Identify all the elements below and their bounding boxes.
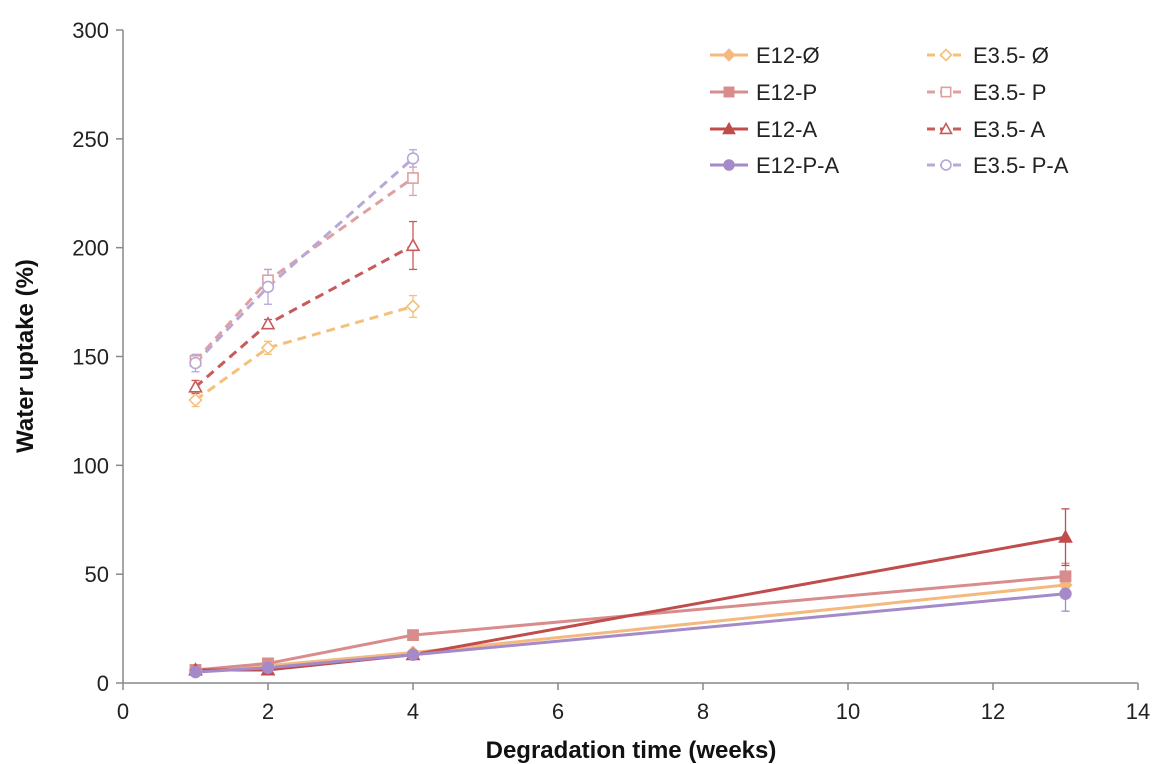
legend-marker — [722, 121, 736, 135]
legend-label: E12-P-A — [756, 153, 839, 178]
x-axis-title: Degradation time (weeks) — [486, 737, 777, 764]
series-6-point — [405, 237, 421, 252]
series-3-point — [406, 648, 420, 661]
series-3-point — [1059, 587, 1072, 600]
series-4-line — [194, 304, 414, 402]
legend-label: E12-P — [756, 80, 817, 105]
series-lines — [194, 157, 1066, 674]
x-tick-label: 0 — [117, 699, 129, 724]
legend: E12-Ø E12-P E12-A E12-P-A E3.5- Ø E3.5- P E3.5… — [710, 43, 1069, 178]
series-7-point — [406, 152, 420, 165]
series-7-point — [189, 356, 202, 370]
series-7-point — [261, 280, 275, 294]
x-tick-label: 2 — [262, 699, 274, 724]
x-tick-label: 6 — [552, 699, 564, 724]
legend-marker — [723, 86, 735, 98]
y-tick-label: 250 — [72, 127, 109, 152]
series-4-point — [188, 392, 203, 408]
legend-marker — [939, 48, 953, 62]
series-2-line — [195, 535, 1066, 672]
axes: 0 50 100 150 200 250 300 0 2 4 6 8 10 12 14 — [72, 18, 1150, 724]
series-1-point — [407, 629, 419, 642]
legend-label: E12-Ø — [756, 43, 820, 68]
series-markers — [188, 152, 1073, 679]
series-5-point — [407, 172, 419, 184]
x-tick-label: 4 — [407, 699, 419, 724]
series-3-point — [261, 661, 275, 674]
series-4-point — [260, 340, 276, 355]
legend-label: E12-A — [756, 117, 817, 142]
y-tick-label: 300 — [72, 18, 109, 43]
legend-marker — [723, 159, 735, 171]
legend-marker — [722, 48, 736, 62]
series-6-point — [260, 316, 276, 330]
legend-marker — [940, 86, 952, 98]
series-6-line — [194, 244, 414, 389]
series-5-line — [194, 176, 414, 362]
series-4-point — [405, 299, 421, 314]
legend-label: E3.5- A — [973, 117, 1045, 142]
error-bars — [191, 149, 1070, 675]
y-tick-label: 100 — [72, 453, 109, 478]
series-2-point — [1058, 529, 1073, 543]
y-tick-label: 150 — [72, 345, 109, 370]
legend-marker — [940, 159, 952, 171]
series-3-line — [195, 592, 1066, 674]
series-1-line — [195, 574, 1066, 672]
series-7-line — [194, 157, 414, 365]
x-tick-label: 14 — [1126, 699, 1150, 724]
series-0-line — [195, 583, 1066, 672]
series-6-point — [188, 379, 203, 393]
legend-marker — [939, 121, 953, 135]
legend-label: E3.5- P-A — [973, 153, 1069, 178]
y-axis-title: Water uptake (%) — [12, 259, 39, 453]
legend-label: E3.5- Ø — [973, 43, 1049, 68]
x-tick-label: 10 — [836, 699, 860, 724]
legend-label: E3.5- P — [973, 80, 1046, 105]
x-tick-label: 8 — [697, 699, 709, 724]
y-tick-label: 50 — [85, 562, 109, 587]
series-3-point — [189, 665, 202, 679]
y-tick-label: 0 — [97, 671, 109, 696]
series-1-point — [1059, 570, 1072, 583]
y-tick-label: 200 — [72, 236, 109, 261]
x-tick-label: 12 — [981, 699, 1005, 724]
